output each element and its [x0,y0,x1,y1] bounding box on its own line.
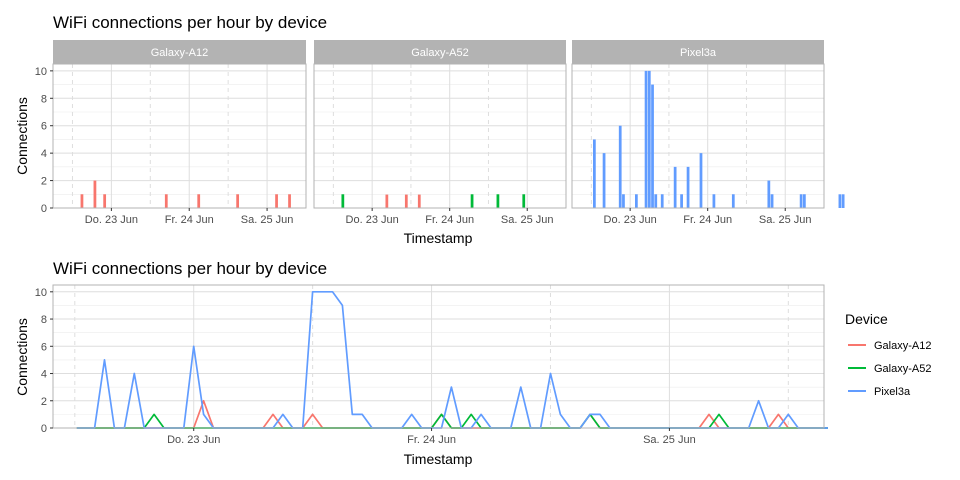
facet-strip-label: Galaxy-A52 [411,47,468,59]
bar [699,153,703,208]
bar [651,84,654,208]
bar [417,194,421,208]
top-y-axis-title: Connections [14,97,30,175]
legend-label: Galaxy-A52 [874,363,931,375]
series-line [76,413,828,429]
y-tick-label: 10 [35,66,47,78]
bar [93,180,97,208]
bar [622,194,625,208]
bar [80,194,84,208]
legend-items: Galaxy-A12 Galaxy-A52 Pixel3a [848,340,931,398]
bottom-x-axis-title: Timestamp [404,451,473,467]
facet-panel: Galaxy-A12 Do. 23 Jun Fr. 24 Jun Sa. 25 Jun [52,40,421,226]
bar [838,194,842,208]
bar [680,194,683,208]
legend-item: Galaxy-A52 [848,363,931,375]
bar [770,194,774,208]
y-tick-label: 10 [35,287,47,299]
x-tick-label: Fr. 24 Jun [407,434,456,446]
y-tick-label: 0 [41,203,47,215]
y-tick-label: 6 [41,121,47,133]
x-tick-label: Do. 23 Jun [85,214,138,226]
bar [635,194,638,208]
legend-item: Pixel3a [848,386,911,398]
faceted-bar-chart: WiFi connections per hour by device Gala… [14,13,845,246]
bar [164,194,168,208]
line-plot-area: 0 2 4 6 8 10 Do. 23 Jun Fr. 24 Jun Sa. 25 Jun [35,284,828,446]
bar [647,70,651,208]
bar [236,194,240,208]
bar [288,194,291,208]
x-tick-label: Fr. 24 Jun [165,214,214,226]
facet-panel: Pixel3a Do. 23 Jun Fr. 24 Jun Sa. 25 Jun [571,40,845,226]
x-tick-label: Do. 23 Jun [167,434,220,446]
bar [841,194,845,208]
bar [470,194,474,208]
top-y-axis-ticks: 0 2 4 6 8 10 [35,66,53,215]
y-tick-label: 6 [41,341,47,353]
legend-label: Galaxy-A12 [874,340,931,352]
y-tick-label: 0 [41,423,47,435]
bar [803,194,806,208]
bar [385,194,389,208]
x-tick-label: Do. 23 Jun [604,214,657,226]
bar [496,194,500,208]
bar [602,153,606,208]
panel-frame [52,63,307,209]
y-tick-label: 8 [41,314,47,326]
bar [404,194,408,208]
facet-strip [53,40,306,64]
bar [799,194,803,208]
bar [673,166,677,208]
y-tick-label: 4 [41,369,47,381]
x-tick-label: Sa. 25 Jun [241,214,294,226]
bottom-chart-title: WiFi connections per hour by device [53,259,327,278]
top-chart-title: WiFi connections per hour by device [53,13,327,32]
legend-item: Galaxy-A12 [848,340,931,352]
bar [341,194,345,208]
line-chart: WiFi connections per hour by device 0 2 4 6… [14,259,828,467]
bottom-y-axis-title: Connections [14,318,30,396]
bar [197,194,201,208]
y-tick-label: 8 [41,93,47,105]
bar [731,194,735,208]
bar [593,139,596,208]
panel-frame [313,63,567,209]
bar [618,125,622,208]
facet-strip-label: Pixel3a [680,47,717,59]
bar [712,194,716,208]
bar [644,70,648,208]
panel-frame [52,284,825,429]
y-tick-label: 4 [41,148,47,160]
x-tick-label: Sa. 25 Jun [759,214,812,226]
facet-panels: Galaxy-A12 Do. 23 Jun Fr. 24 Jun Sa. 25 Jun… [52,40,845,226]
bar [522,194,526,208]
bar [686,166,690,208]
facet-strip-label: Galaxy-A12 [151,47,208,59]
y-tick-label: 2 [41,396,47,408]
legend: Device Galaxy-A12 Galaxy-A52 Pixel3a [845,311,931,398]
bar [660,194,664,208]
bar [767,180,771,208]
y-tick-label: 2 [41,176,47,188]
x-tick-label: Fr. 24 Jun [425,214,474,226]
legend-title: Device [845,311,888,327]
facet-strip [572,40,824,64]
x-tick-label: Sa. 25 Jun [501,214,554,226]
bar [275,194,278,208]
x-tick-label: Do. 23 Jun [346,214,399,226]
x-tick-label: Fr. 24 Jun [683,214,732,226]
panel-frame [571,63,825,209]
top-x-axis-title: Timestamp [404,230,473,246]
x-tick-label: Sa. 25 Jun [643,434,696,446]
facet-panel: Galaxy-A52 Do. 23 Jun Fr. 24 Jun Sa. 25 Jun [313,40,567,226]
bar [654,194,658,208]
facet-strip [314,40,566,64]
legend-label: Pixel3a [874,386,911,398]
bar [103,194,107,208]
